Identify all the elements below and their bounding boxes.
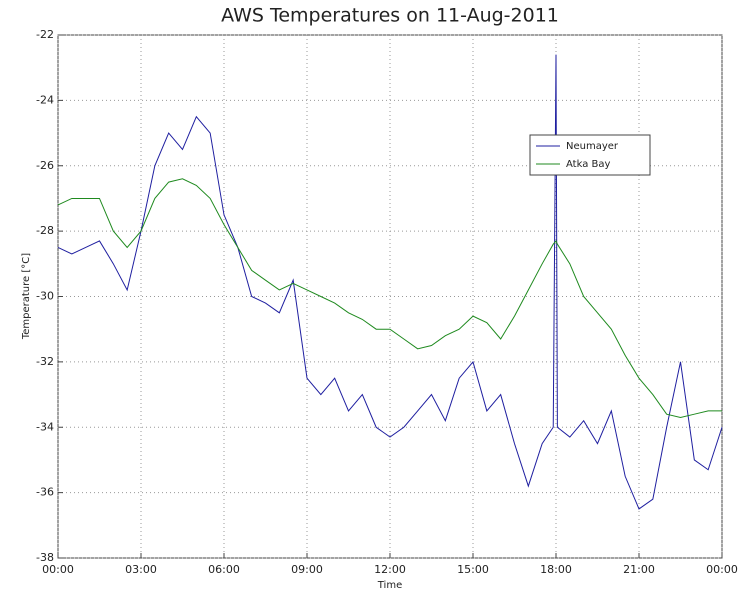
y-tick-label: -38 [36, 551, 54, 564]
y-tick-label: -24 [36, 93, 54, 106]
y-tick-label: -26 [36, 159, 54, 172]
y-tick-label: -28 [36, 224, 54, 237]
x-tick-label: 21:00 [623, 563, 655, 576]
x-tick-label: 06:00 [208, 563, 240, 576]
legend-box [529, 134, 651, 176]
x-tick-label: 00:00 [42, 563, 74, 576]
x-tick-label: 00:00 [706, 563, 738, 576]
x-tick-label: 09:00 [291, 563, 323, 576]
line-series [57, 54, 723, 510]
y-tick-label: -22 [36, 28, 54, 41]
y-tick-label: -30 [36, 290, 54, 303]
line-series [57, 178, 722, 418]
x-tick-label: 12:00 [374, 563, 406, 576]
legend-label: Atka Bay [566, 159, 610, 170]
y-axis-label: Temperature [°C] [21, 253, 32, 340]
legend-label: Neumayer [566, 141, 619, 152]
y-tick-label: -36 [36, 486, 54, 499]
x-axis-label: Time [377, 580, 402, 591]
x-tick-label: 03:00 [125, 563, 157, 576]
x-tick-label: 18:00 [540, 563, 572, 576]
y-tick-label: -32 [36, 355, 54, 368]
y-tick-label: -34 [36, 420, 54, 433]
x-tick-label: 15:00 [457, 563, 489, 576]
chart-title: AWS Temperatures on 11-Aug-2011 [221, 5, 559, 27]
